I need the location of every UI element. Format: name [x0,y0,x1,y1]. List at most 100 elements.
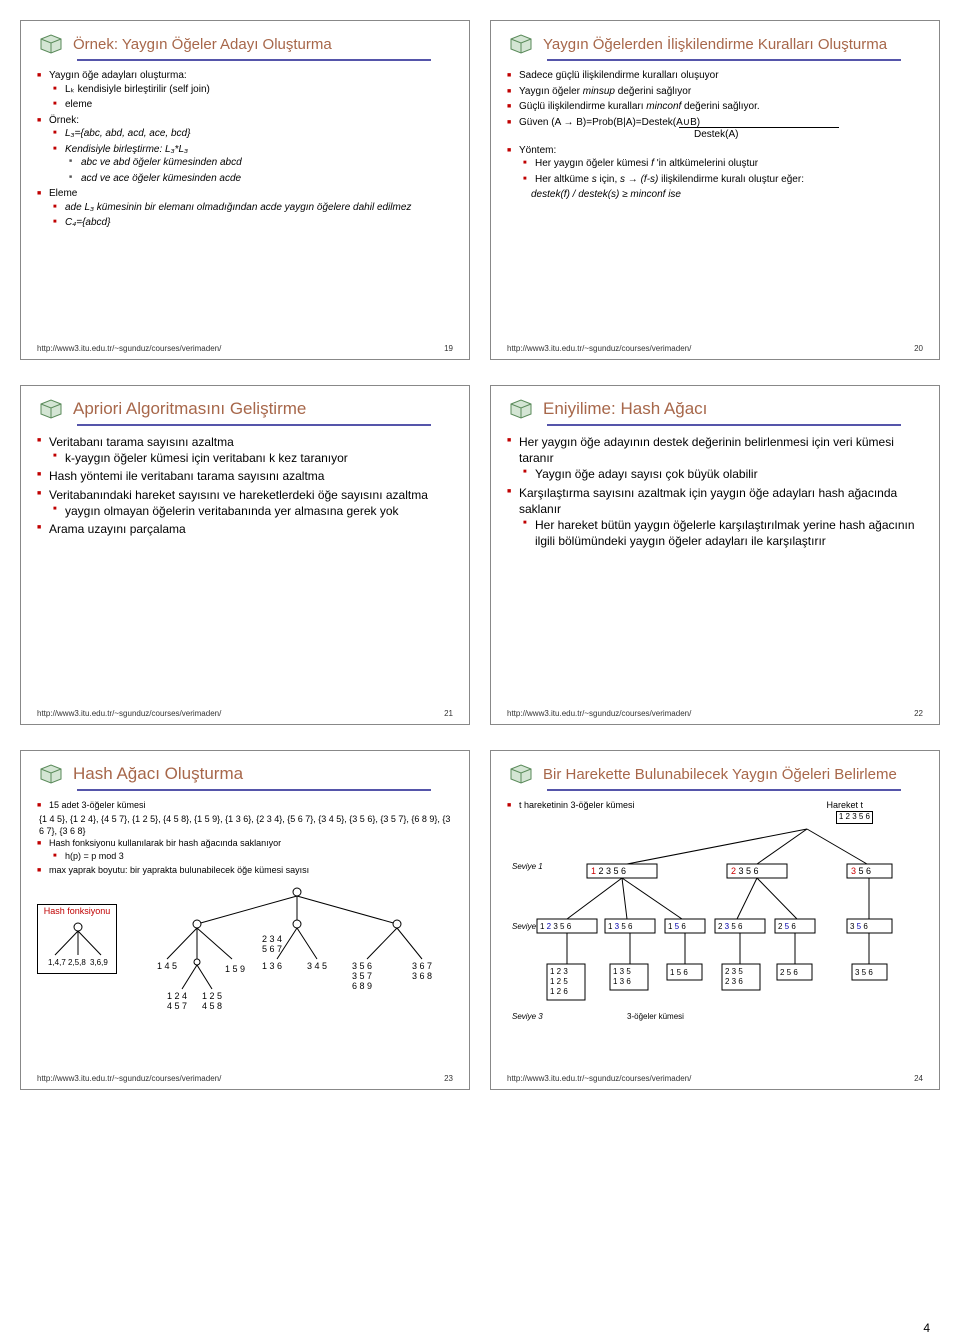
svg-text:1 3 6: 1 3 6 [262,961,282,971]
condition: destek(f) / destek(s) ≥ minconf ise [519,188,923,202]
transaction-tree: Seviye 1 Seviye 2 Seviye 3 3-öğeler küme… [507,809,927,1049]
svg-text:2 3 6: 2 3 6 [725,977,743,986]
svg-text:2 3 5: 2 3 5 [725,967,743,976]
svg-text:1 3 5 6: 1 3 5 6 [608,922,633,931]
item: Her altküme s için, s → (f-s) ilişkilend… [523,173,923,187]
svg-text:1 5 6: 1 5 6 [668,922,686,931]
slide-number: 21 [444,709,453,718]
item: Yaygın öğeler minsup değerini sağlıyor [507,85,923,99]
item: Güçlü ilişkilendirme kuralları minconf d… [507,100,923,114]
svg-text:3 6 8: 3 6 8 [412,971,432,981]
slide-2: Yaygın Öğelerden İlişkilendirme Kurallar… [490,20,940,360]
svg-text:2 3 4: 2 3 4 [262,934,282,944]
item: Veritabanındaki hareket sayısını ve hare… [37,487,453,519]
slide-title: Hash Ağacı Oluşturma [73,764,243,784]
svg-text:1 2 6: 1 2 6 [550,987,568,996]
item: Eleme ade L₃ kümesinin bir elemanı olmad… [37,187,453,230]
title-underline [547,789,901,791]
item: Güven (A → B)=Prob(B|A)=Destek(A∪B) Dest… [507,116,923,142]
hash-tree: 1 4 5 1 2 4 4 5 7 1 2 5 4 5 8 1 5 9 2 [137,884,457,1014]
title-underline [77,789,431,791]
slide-4: Eniyilime: Hash Ağacı Her yaygın öğe ada… [490,385,940,725]
item: Lₖ kendisiyle birleştirilir (self join) [53,83,453,97]
item: Her hareket bütün yaygın öğelerle karşıl… [523,517,923,549]
slide-3: Apriori Algoritmasını Geliştirme Veritab… [20,385,470,725]
item: yaygın olmayan öğelerin veritabanında ye… [53,503,453,519]
item: Hash yöntemi ile veritabanı tarama sayıs… [37,468,453,484]
slide-number: 23 [444,1074,453,1083]
item: Kendisiyle birleştirme: L₃*L₃ abc ve abd… [53,143,453,186]
svg-text:1 2 3: 1 2 3 [550,967,568,976]
destek-denom: Destek(A) [519,128,923,142]
item: C₄={abcd} [53,216,453,230]
svg-text:2,5,8: 2,5,8 [68,958,86,967]
cube-icon [507,763,535,785]
title-underline [77,424,431,426]
item: Yöntem: Her yaygın öğeler kümesi f 'in a… [507,144,923,202]
svg-text:2 3 5 6: 2 3 5 6 [718,922,743,931]
slide-title: Apriori Algoritmasını Geliştirme [73,399,306,419]
item: Her yaygın öğe adayının destek değerinin… [507,434,923,483]
slide-title: Örnek: Yaygın Öğeler Adayı Oluşturma [73,36,332,53]
svg-text:Seviye 3: Seviye 3 [512,1012,543,1021]
svg-text:6 8 9: 6 8 9 [352,981,372,991]
title-underline [547,424,901,426]
svg-text:4 5 8: 4 5 8 [202,1001,222,1011]
slide-1: Örnek: Yaygın Öğeler Adayı Oluşturma Yay… [20,20,470,360]
svg-text:4 5 7: 4 5 7 [167,1001,187,1011]
svg-text:3 5 6: 3 5 6 [352,961,372,971]
cube-icon [37,398,65,420]
svg-text:1 2 4: 1 2 4 [167,991,187,1001]
footer-url: http://www3.itu.edu.tr/~sgunduz/courses/… [507,1074,691,1083]
svg-text:3 5 6: 3 5 6 [851,866,871,876]
item: Yaygın öğe adayı sayısı çok büyük olabil… [523,466,923,482]
item: h(p) = p mod 3 [53,850,453,862]
svg-text:1 3 6: 1 3 6 [613,977,631,986]
svg-text:1 3 5: 1 3 5 [613,967,631,976]
slide-number: 24 [914,1074,923,1083]
slide-number: 19 [444,344,453,353]
svg-text:1,4,7: 1,4,7 [48,958,66,967]
svg-text:3 6 7: 3 6 7 [412,961,432,971]
footer-url: http://www3.itu.edu.tr/~sgunduz/courses/… [507,344,691,353]
slide-title: Eniyilime: Hash Ağacı [543,399,707,419]
item: L₃={abc, abd, acd, ace, bcd} [53,127,453,141]
item: Veritabanı tarama sayısını azaltma k-yay… [37,434,453,466]
page-number: 4 [923,1321,930,1335]
footer-url: http://www3.itu.edu.tr/~sgunduz/courses/… [507,709,691,718]
svg-text:Seviye 1: Seviye 1 [512,862,543,871]
svg-text:2 3 5 6: 2 3 5 6 [731,866,759,876]
cube-icon [37,763,65,785]
svg-text:5 6 7: 5 6 7 [262,944,282,954]
svg-text:3 5 6: 3 5 6 [855,968,873,977]
item: abc ve abd öğeler kümesinden abcd [69,156,453,170]
item: Örnek: L₃={abc, abd, acd, ace, bcd} Kend… [37,114,453,186]
item: Sadece güçlü ilişkilendirme kuralları ol… [507,69,923,83]
svg-text:1 2 3 5 6: 1 2 3 5 6 [540,922,572,931]
item: k-yaygın öğeler kümesi için veritabanı k… [53,450,453,466]
svg-text:2 5 6: 2 5 6 [778,922,796,931]
slide-title: Bir Harekette Bulunabilecek Yaygın Öğele… [543,766,897,783]
item: ade L₃ kümesinin bir elemanı olmadığında… [53,201,453,215]
svg-text:1 5 6: 1 5 6 [670,968,688,977]
footer-url: http://www3.itu.edu.tr/~sgunduz/courses/… [37,709,221,718]
sets-list: {1 4 5}, {1 2 4}, {4 5 7}, {1 2 5}, {4 5… [37,813,453,837]
title-underline [77,59,431,61]
title-underline [547,59,901,61]
item: Yaygın öğe adayları oluşturma: Lₖ kendis… [37,69,453,112]
footer-url: http://www3.itu.edu.tr/~sgunduz/courses/… [37,344,221,353]
slide-6: Bir Harekette Bulunabilecek Yaygın Öğele… [490,750,940,1090]
item: 15 adet 3-öğeler kümesi [37,799,453,811]
item: Karşılaştırma sayısını azaltmak için yay… [507,485,923,550]
svg-text:3,6,9: 3,6,9 [90,958,108,967]
svg-text:1 2 5: 1 2 5 [550,977,568,986]
slide-5: Hash Ağacı Oluşturma 15 adet 3-öğeler kü… [20,750,470,1090]
svg-text:2 5 6: 2 5 6 [780,968,798,977]
svg-text:1 4 5: 1 4 5 [157,961,177,971]
slide-number: 22 [914,709,923,718]
item: acd ve ace öğeler kümesinden acde [69,172,453,186]
slide-title: Yaygın Öğelerden İlişkilendirme Kurallar… [543,36,887,53]
footer-url: http://www3.itu.edu.tr/~sgunduz/courses/… [37,1074,221,1083]
svg-text:3 5 6: 3 5 6 [850,922,868,931]
item: max yaprak boyutu: bir yaprakta bulunabi… [37,864,453,876]
